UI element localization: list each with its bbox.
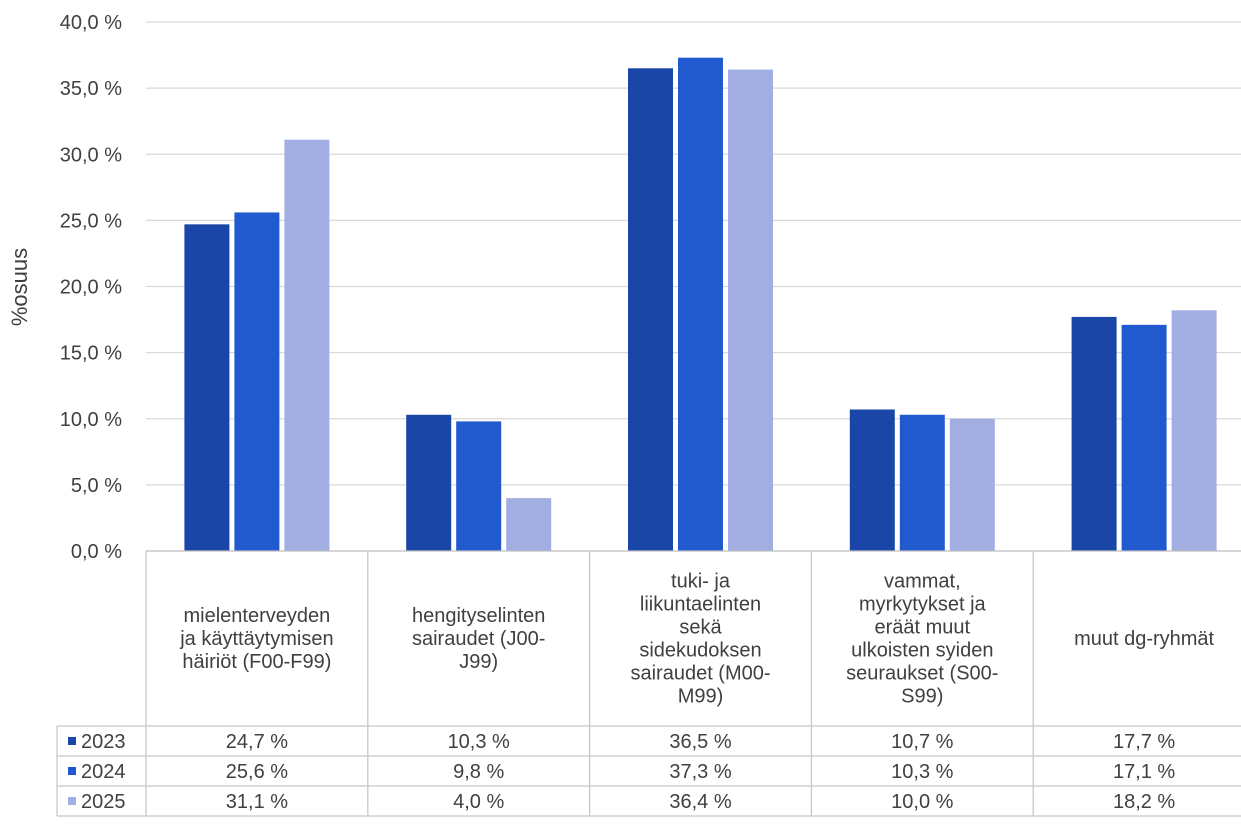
category-label: myrkytykset ja	[859, 593, 987, 615]
category-label: sidekudoksen	[639, 639, 761, 661]
bar-2023	[849, 409, 895, 551]
y-tick-label: 15,0 %	[60, 343, 122, 365]
y-tick-label: 5,0 %	[71, 475, 122, 497]
data-label: 10,0 %	[891, 791, 953, 813]
y-tick-label: 35,0 %	[60, 78, 122, 100]
y-tick-label: 30,0 %	[60, 144, 122, 166]
data-label: 37,3 %	[669, 761, 731, 783]
category-label: seuraukset (S00-	[846, 662, 998, 684]
category-label: sairaudet (M00-	[630, 662, 770, 684]
legend-label: 2025	[81, 791, 126, 813]
bar-2023	[406, 414, 452, 551]
bar-2025	[1171, 310, 1217, 551]
data-label: 10,3 %	[891, 761, 953, 783]
y-tick-label: 10,0 %	[60, 409, 122, 431]
category-label: sairaudet (J00-	[412, 628, 545, 650]
data-label: 17,1 %	[1113, 761, 1175, 783]
data-label: 9,8 %	[453, 761, 504, 783]
category-label: sekä	[679, 616, 722, 638]
category-label: vammat,	[884, 570, 961, 592]
category-label: häiriöt (F00-F99)	[182, 651, 331, 673]
data-label: 4,0 %	[453, 791, 504, 813]
category-label: eräät muut	[874, 616, 970, 638]
category-label: hengityselinten	[412, 605, 545, 627]
y-tick-label: 40,0 %	[60, 12, 122, 34]
bar-2024	[678, 57, 723, 552]
bar-2025	[506, 498, 552, 551]
bar-2024	[456, 421, 502, 551]
data-label: 10,7 %	[891, 731, 953, 753]
legend-key-2025	[68, 797, 76, 805]
data-label: 31,1 %	[226, 791, 288, 813]
bar-2025	[284, 139, 330, 551]
legend-key-2023	[68, 737, 76, 745]
data-label: 17,7 %	[1113, 731, 1175, 753]
legend-label: 2024	[81, 761, 126, 783]
data-label: 10,3 %	[448, 731, 510, 753]
bar-2023	[628, 68, 673, 551]
bar-2023	[184, 224, 230, 551]
y-tick-label: 20,0 %	[60, 277, 122, 299]
y-tick-label: 25,0 %	[60, 210, 122, 232]
category-label: mielenterveyden	[184, 605, 331, 627]
category-label: ja käyttäytymisen	[179, 628, 333, 650]
legend-key-2024	[68, 767, 76, 775]
category-label: liikuntaelinten	[640, 593, 761, 615]
category-label: muut dg-ryhmät	[1074, 628, 1214, 650]
bar-2025	[728, 69, 773, 552]
data-label: 24,7 %	[226, 731, 288, 753]
data-label: 36,4 %	[669, 791, 731, 813]
category-label: ulkoisten syiden	[851, 639, 993, 661]
bar-2023	[1071, 316, 1117, 551]
y-axis-title: %osuus	[7, 248, 32, 326]
data-label: 18,2 %	[1113, 791, 1175, 813]
data-label: 25,6 %	[226, 761, 288, 783]
category-label: M99)	[678, 685, 724, 707]
bar-2024	[1121, 324, 1167, 551]
legend-label: 2023	[81, 731, 126, 753]
y-axis-ticks: 0,0 % 5,0 % 10,0 % 15,0 % 20,0 % 25,0 % 30,0 %…	[60, 12, 122, 563]
bar-2024	[234, 212, 280, 551]
bar-2025	[949, 418, 995, 551]
category-label: tuki- ja	[671, 570, 731, 592]
bar-2024	[899, 414, 945, 551]
y-tick-label: 0,0 %	[71, 541, 122, 563]
category-label: S99)	[901, 685, 943, 707]
bars	[184, 57, 1217, 552]
category-label: J99)	[459, 651, 498, 673]
data-label: 36,5 %	[669, 731, 731, 753]
